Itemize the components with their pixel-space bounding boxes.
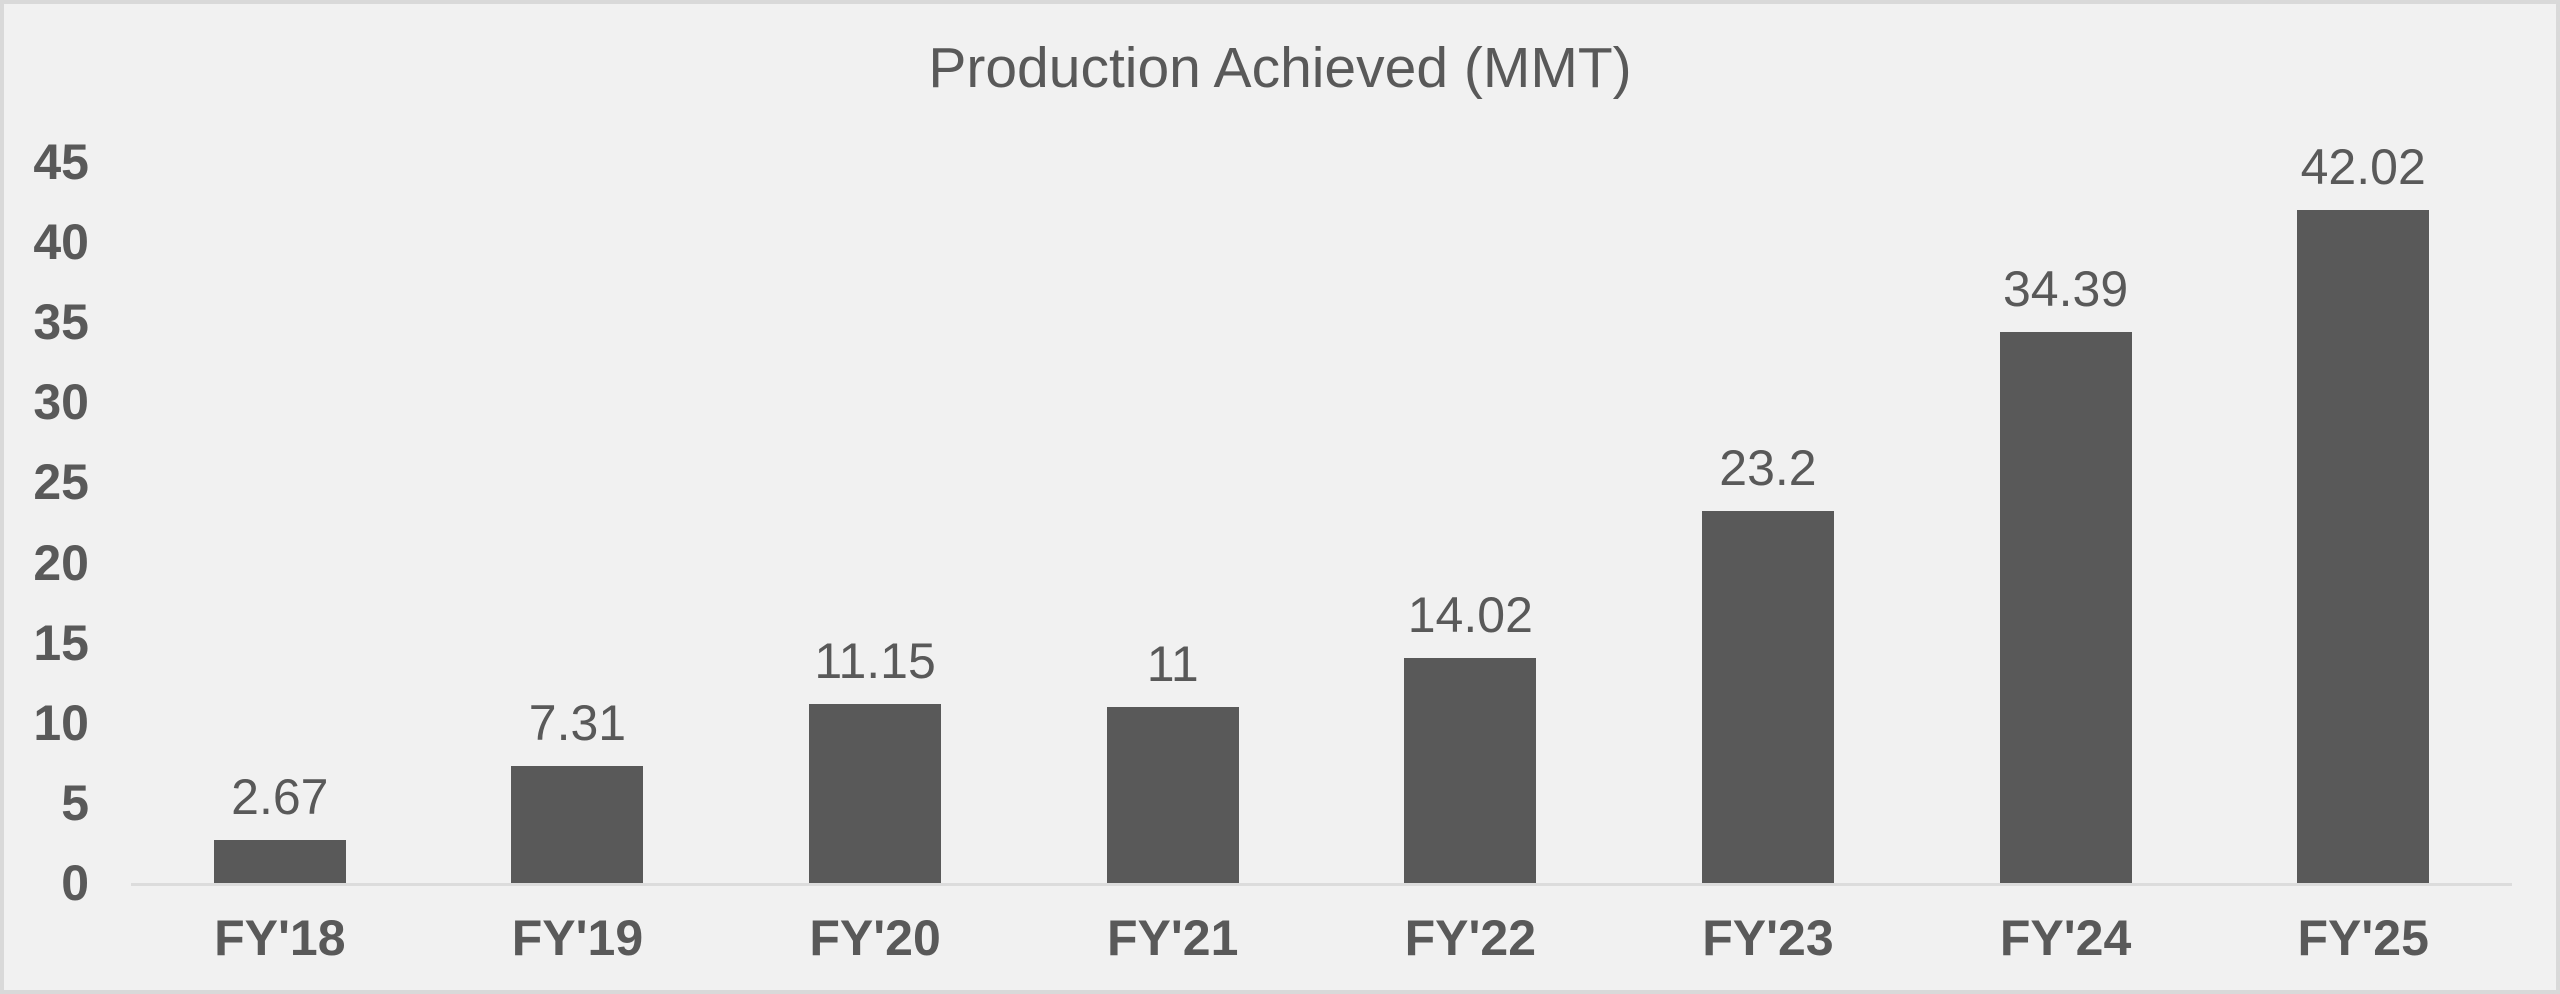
bar-group-fy18: 2.67 bbox=[131, 162, 429, 883]
data-label: 11 bbox=[1146, 636, 1199, 692]
data-label: 42.02 bbox=[2300, 139, 2426, 195]
y-tick-label: 20 bbox=[33, 535, 89, 591]
data-label: 14.02 bbox=[1407, 587, 1533, 643]
bar-fy23 bbox=[1701, 511, 1834, 883]
bar-fy22 bbox=[1404, 658, 1537, 883]
data-label: 23.2 bbox=[1719, 440, 1817, 496]
y-tick-label: 10 bbox=[33, 695, 89, 751]
y-tick-label: 35 bbox=[33, 294, 89, 350]
x-tick-label-fy22: FY'22 bbox=[1404, 910, 1537, 966]
bar-group-fy24: 34.39 bbox=[1917, 162, 2215, 883]
bar-fy19 bbox=[511, 766, 644, 883]
x-tick-label-fy24: FY'24 bbox=[1999, 910, 2132, 966]
x-tick-label-fy23: FY'23 bbox=[1702, 910, 1834, 966]
x-axis-line bbox=[131, 883, 2512, 886]
bar-fy24 bbox=[1999, 332, 2132, 883]
y-tick-label: 45 bbox=[33, 134, 89, 190]
x-tick-label-fy25: FY'25 bbox=[2297, 910, 2429, 966]
bar-fy25 bbox=[2297, 210, 2430, 883]
bar-group-fy23: 23.2 bbox=[1619, 162, 1917, 883]
bar-group-fy20: 11.15 bbox=[726, 162, 1024, 883]
y-tick-label: 5 bbox=[61, 775, 89, 831]
y-tick-label: 0 bbox=[61, 855, 89, 911]
y-tick-label: 40 bbox=[33, 214, 89, 270]
data-label: 34.39 bbox=[2003, 261, 2129, 317]
x-tick-label-fy18: FY'18 bbox=[214, 910, 346, 966]
x-axis: FY'18 FY'19 FY'20 FY'21 FY'22 FY'23 FY'2… bbox=[131, 912, 2512, 964]
y-tick-label: 25 bbox=[33, 454, 89, 510]
chart-title: Production Achieved (MMT) bbox=[928, 36, 1632, 100]
data-label: 2.67 bbox=[231, 769, 329, 825]
data-label: 11.15 bbox=[814, 633, 936, 689]
bar-group-fy25: 42.02 bbox=[2214, 142, 2512, 883]
plot-area: 2.67 7.31 11.15 11 14.02 23.2 34.39 42. bbox=[131, 142, 2512, 883]
x-tick-label-fy19: FY'19 bbox=[511, 910, 644, 966]
y-tick-label: 30 bbox=[33, 374, 89, 430]
bar-fy21 bbox=[1106, 707, 1239, 883]
x-tick-label-fy20: FY'20 bbox=[809, 910, 941, 966]
bar-group-fy19: 7.31 bbox=[429, 162, 727, 883]
bar-fy20 bbox=[809, 704, 942, 883]
data-label: 7.31 bbox=[528, 695, 627, 751]
bar-group-fy22: 14.02 bbox=[1322, 162, 1620, 883]
bar-fy18 bbox=[213, 840, 346, 883]
bar-group-fy21: 11 bbox=[1024, 162, 1322, 883]
y-tick-label: 15 bbox=[33, 615, 89, 671]
x-tick-label-fy21: FY'21 bbox=[1106, 910, 1239, 966]
